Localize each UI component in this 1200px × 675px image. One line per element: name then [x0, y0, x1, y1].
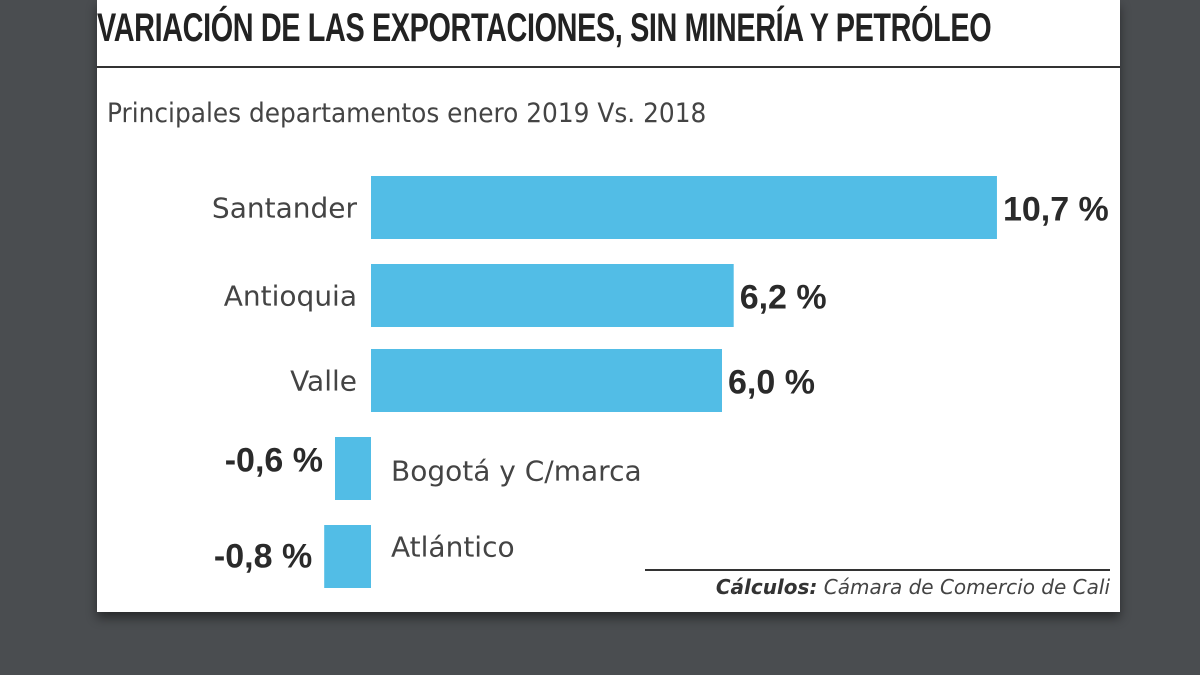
- source-note: Cálculos: Cámara de Comercio de Cali: [716, 575, 1110, 599]
- value-label: 10,7 %: [1003, 190, 1109, 228]
- chart-subtitle: Principales departamentos enero 2019 Vs.…: [107, 98, 707, 129]
- source-divider: [645, 569, 1110, 571]
- bar-chart: Santander 10,7 % Antioquia 6,2 % Valle 6,0 % B…: [212, 176, 1109, 588]
- value-label: -0,8 %: [214, 537, 312, 575]
- bar-3: [335, 437, 371, 500]
- category-label: Valle: [290, 365, 357, 398]
- value-label: -0,6 %: [225, 441, 323, 479]
- bar-2: [371, 349, 722, 412]
- category-label: Atlántico: [391, 531, 515, 564]
- category-label: Antioquia: [224, 280, 357, 313]
- source-text: Cámara de Comercio de Cali: [823, 575, 1110, 599]
- source-label: Cálculos:: [715, 575, 818, 599]
- title-divider: [97, 66, 1120, 68]
- bar-4: [324, 525, 371, 588]
- value-label: 6,0 %: [728, 363, 815, 401]
- bar-1: [371, 264, 734, 327]
- category-label: Santander: [212, 192, 358, 225]
- value-label: 6,2 %: [740, 278, 827, 316]
- bar-0: [371, 176, 997, 239]
- category-label: Bogotá y C/marca: [391, 455, 642, 488]
- chart-card: VARIACIÓN DE LAS EXPORTACIONES, SIN MINE…: [97, 0, 1120, 612]
